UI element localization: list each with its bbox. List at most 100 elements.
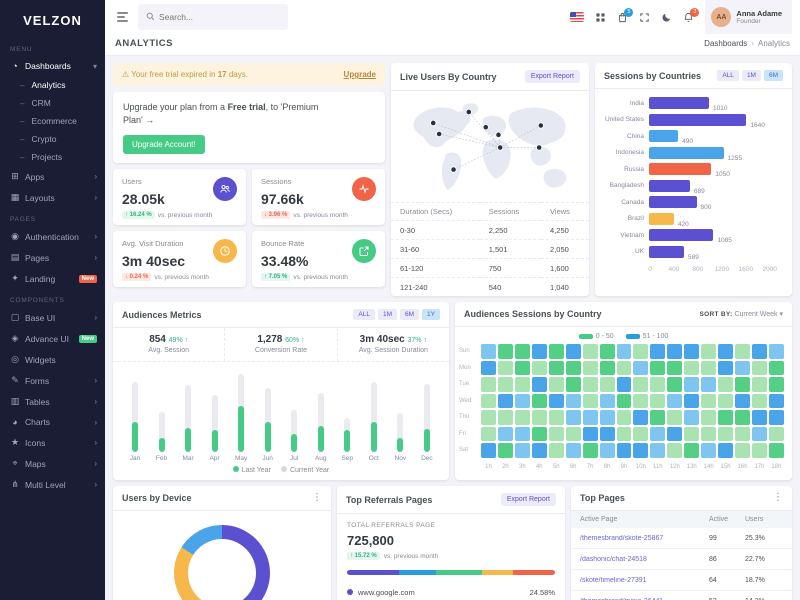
heatmap-cell[interactable] <box>768 393 784 408</box>
heatmap-cell[interactable] <box>768 344 784 359</box>
sessions-filter-6m[interactable]: 6M <box>763 70 783 81</box>
heatmap-cell[interactable] <box>667 344 683 359</box>
sidebar-item-tables[interactable]: ▥ Tables › <box>0 391 105 412</box>
heatmap-cell[interactable] <box>718 344 734 359</box>
heatmap-cell[interactable] <box>752 393 767 408</box>
bar-indonesia[interactable] <box>649 146 724 159</box>
sidebar-subitem-crypto[interactable]: – Crypto <box>0 130 105 148</box>
heatmap-cell[interactable] <box>531 377 547 392</box>
heatmap-cell[interactable] <box>633 426 649 441</box>
heatmap-cell[interactable] <box>497 360 513 375</box>
heatmap-cell[interactable] <box>599 410 615 425</box>
heatmap-cell[interactable] <box>497 443 513 458</box>
heatmap-cell[interactable] <box>481 426 496 441</box>
bar-china[interactable] <box>649 130 679 142</box>
heatmap-cell[interactable] <box>650 377 666 392</box>
audiences-column-aug[interactable] <box>313 392 329 452</box>
heatmap-cell[interactable] <box>768 443 784 458</box>
sidebar-subitem-projects[interactable]: – Projects <box>0 148 105 166</box>
heatmap-cell[interactable] <box>701 393 717 408</box>
dark-mode-moon-icon[interactable] <box>661 12 672 23</box>
heatmap-cell[interactable] <box>599 377 615 392</box>
heatmap-cell[interactable] <box>616 393 632 408</box>
heatmap-cell[interactable] <box>718 426 734 441</box>
bar-brazil[interactable] <box>649 212 674 225</box>
heatmap-cell[interactable] <box>718 393 734 408</box>
bar-bangladesh[interactable] <box>649 179 690 192</box>
sidebar-item-base-ui[interactable]: ▢ Base UI › <box>0 307 105 328</box>
heatmap-cell[interactable] <box>752 377 767 392</box>
fullscreen-icon[interactable] <box>639 12 650 23</box>
page-link[interactable]: /themesbrand/skote-25867 <box>580 534 664 542</box>
heatmap-cell[interactable] <box>633 393 649 408</box>
heatmap-cell[interactable] <box>684 443 700 458</box>
bar-united-states[interactable] <box>649 113 747 126</box>
heatmap-cell[interactable] <box>718 410 734 425</box>
heatmap-cell[interactable] <box>582 360 598 375</box>
heatmap-cell[interactable] <box>633 344 649 359</box>
heatmap-cell[interactable] <box>497 377 513 392</box>
heatmap-cell[interactable] <box>701 443 717 458</box>
heatmap-cell[interactable] <box>616 360 632 375</box>
sidebar-item-widgets[interactable]: ◎ Widgets <box>0 349 105 370</box>
sidebar-subitem-ecommerce[interactable]: – Ecommerce <box>0 112 105 130</box>
heatmap-cell[interactable] <box>752 344 767 359</box>
heatmap-cell[interactable] <box>599 344 615 359</box>
heatmap-cell[interactable] <box>582 377 598 392</box>
sidebar-item-advance-ui[interactable]: ◈ Advance UI New <box>0 328 105 349</box>
user-menu[interactable]: AA Anna Adame Founder <box>705 0 792 34</box>
heatmap-cell[interactable] <box>684 360 700 375</box>
heatmap-cell[interactable] <box>599 393 615 408</box>
heatmap-cell[interactable] <box>633 360 649 375</box>
heatmap-cell[interactable] <box>548 426 564 441</box>
audiences-column-jun[interactable] <box>260 388 276 452</box>
heatmap-cell[interactable] <box>548 443 564 458</box>
heatmap-cell[interactable] <box>768 410 784 425</box>
referral-site[interactable]: www.google.com <box>358 587 415 597</box>
kebab-menu-icon-top-pages[interactable]: ⋮ <box>773 492 783 503</box>
heatmap-cell[interactable] <box>650 393 666 408</box>
heatmap-cell[interactable] <box>650 344 666 359</box>
heatmap-cell[interactable] <box>514 344 530 359</box>
heatmap-cell[interactable] <box>667 410 683 425</box>
heatmap-cell[interactable] <box>565 377 581 392</box>
heatmap-cell[interactable] <box>633 443 649 458</box>
heatmap-cell[interactable] <box>531 360 547 375</box>
heatmap-cell[interactable] <box>735 393 750 408</box>
heatmap-cell[interactable] <box>481 344 496 359</box>
heatmap-cell[interactable] <box>768 377 784 392</box>
audiences-filter-1y[interactable]: 1Y <box>422 309 440 320</box>
sidebar-item-charts[interactable]: ◕ Charts › <box>0 412 105 432</box>
heatmap-cell[interactable] <box>514 426 530 441</box>
heatmap-cell[interactable] <box>582 410 598 425</box>
kebab-menu-icon[interactable]: ⋮ <box>312 492 322 503</box>
heatmap-sort-dropdown[interactable]: SORT BY: Current Week ▾ <box>699 311 783 318</box>
heatmap-cell[interactable] <box>633 410 649 425</box>
heatmap-cell[interactable] <box>650 426 666 441</box>
audiences-filter-1m[interactable]: 1M <box>377 309 398 320</box>
heatmap-cell[interactable] <box>701 360 717 375</box>
heatmap-cell[interactable] <box>752 360 767 375</box>
audiences-column-sep[interactable] <box>339 418 355 452</box>
heatmap-cell[interactable] <box>701 426 717 441</box>
heatmap-cell[interactable] <box>548 360 564 375</box>
sidebar-item-forms[interactable]: ✎ Forms › <box>0 370 105 391</box>
heatmap-cell[interactable] <box>616 410 632 425</box>
bar-canada[interactable] <box>649 196 697 208</box>
heatmap-cell[interactable] <box>735 426 750 441</box>
heatmap-cell[interactable] <box>565 360 581 375</box>
heatmap-cell[interactable] <box>514 410 530 425</box>
heatmap-cell[interactable] <box>548 410 564 425</box>
heatmap-cell[interactable] <box>531 344 547 359</box>
heatmap-cell[interactable] <box>735 443 750 458</box>
audiences-column-mar[interactable] <box>180 384 196 452</box>
audiences-filter-all[interactable]: ALL <box>353 309 375 320</box>
heatmap-cell[interactable] <box>514 393 530 408</box>
heatmap-cell[interactable] <box>599 360 615 375</box>
bar-russia[interactable] <box>649 163 712 175</box>
heatmap-cell[interactable] <box>633 377 649 392</box>
heatmap-cell[interactable] <box>701 377 717 392</box>
notifications-bell-icon[interactable]: 3 <box>683 7 700 23</box>
heatmap-cell[interactable] <box>548 344 564 359</box>
heatmap-cell[interactable] <box>667 360 683 375</box>
